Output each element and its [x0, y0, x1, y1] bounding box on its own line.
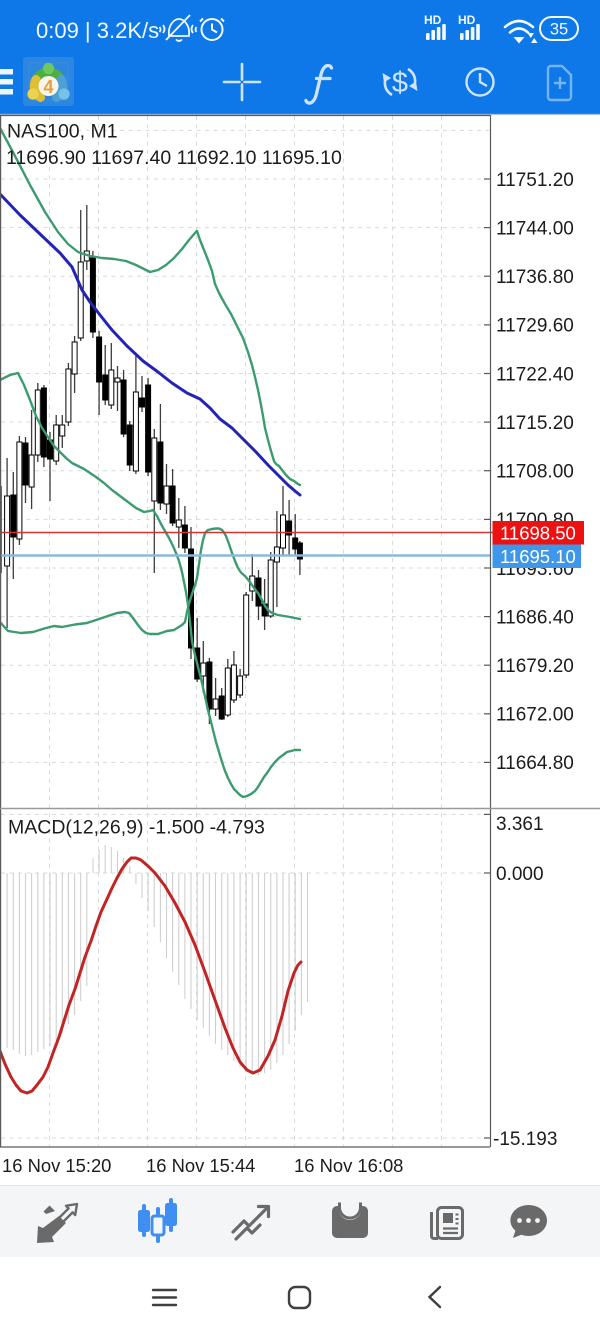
svg-text:11686.40: 11686.40 [496, 607, 574, 628]
svg-text:11715.20: 11715.20 [496, 413, 574, 434]
svg-text:11736.80: 11736.80 [496, 267, 574, 288]
svg-text:35: 35 [550, 21, 568, 39]
svg-text:16 Nov 15:20: 16 Nov 15:20 [2, 1155, 111, 1176]
svg-text:11722.40: 11722.40 [496, 364, 574, 385]
svg-text:11679.20: 11679.20 [496, 656, 574, 677]
svg-text:11698.50: 11698.50 [500, 523, 576, 544]
svg-text:0.000: 0.000 [496, 864, 544, 885]
svg-text:11672.00: 11672.00 [496, 705, 574, 726]
svg-text:11744.00: 11744.00 [496, 218, 574, 239]
svg-text:16 Nov 16:08: 16 Nov 16:08 [294, 1155, 403, 1176]
svg-text:HD: HD [424, 13, 442, 27]
svg-text:4: 4 [43, 77, 53, 97]
svg-text:11708.00: 11708.00 [496, 462, 574, 483]
svg-text:NAS100, M1: NAS100, M1 [7, 121, 118, 143]
svg-text:$: $ [392, 67, 408, 99]
svg-text:MACD(12,26,9) -1.500 -4.793: MACD(12,26,9) -1.500 -4.793 [8, 817, 265, 839]
svg-text:11695.10: 11695.10 [500, 546, 576, 567]
svg-text:HD: HD [458, 13, 476, 27]
svg-text:11664.80: 11664.80 [496, 753, 574, 774]
svg-text:16 Nov 15:44: 16 Nov 15:44 [146, 1155, 255, 1176]
svg-text:3.361: 3.361 [496, 814, 544, 835]
svg-text:11751.20: 11751.20 [496, 170, 574, 191]
svg-text:11729.60: 11729.60 [496, 316, 574, 337]
svg-text:11696.90 11697.40 11692.10 116: 11696.90 11697.40 11692.10 11695.10 [6, 147, 342, 169]
svg-text:0:09 | 3.2K/s: 0:09 | 3.2K/s [36, 18, 159, 43]
svg-text:-15.193: -15.193 [493, 1129, 557, 1150]
